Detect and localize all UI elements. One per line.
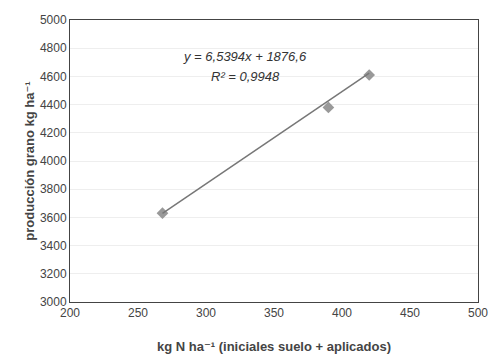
svg-text:3800: 3800 [40,182,67,196]
svg-text:500: 500 [468,306,488,320]
svg-text:350: 350 [264,306,284,320]
svg-text:4600: 4600 [40,70,67,84]
svg-text:kg N ha⁻¹ (iniciales suelo + a: kg N ha⁻¹ (iniciales suelo + aplicados) [157,339,391,354]
svg-text:R² = 0,9948: R² = 0,9948 [211,69,280,84]
svg-text:4200: 4200 [40,126,67,140]
svg-text:4000: 4000 [40,154,67,168]
svg-text:producción grano kg ha⁻¹: producción grano kg ha⁻¹ [22,81,37,240]
svg-text:5000: 5000 [40,13,67,27]
svg-text:400: 400 [332,306,352,320]
svg-text:3600: 3600 [40,211,67,225]
svg-text:y = 6,5394x + 1876,6: y = 6,5394x + 1876,6 [183,49,307,64]
svg-text:200: 200 [60,306,80,320]
svg-text:3400: 3400 [40,239,67,253]
svg-text:3000: 3000 [40,295,67,309]
svg-text:250: 250 [128,306,148,320]
svg-text:300: 300 [196,306,216,320]
svg-text:4400: 4400 [40,98,67,112]
svg-text:450: 450 [400,306,420,320]
svg-text:3200: 3200 [40,267,67,281]
svg-text:4800: 4800 [40,41,67,55]
